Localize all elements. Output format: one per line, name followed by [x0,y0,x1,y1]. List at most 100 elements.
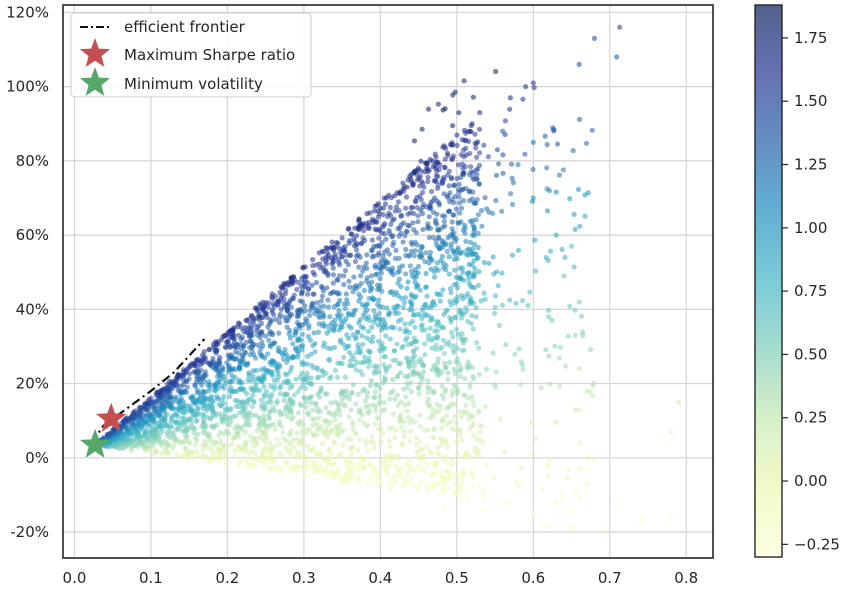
portfolio-point [380,304,386,310]
portfolio-point [305,291,311,297]
portfolio-point [471,402,477,409]
portfolio-point [359,333,365,339]
portfolio-point [335,406,341,412]
portfolio-point [110,443,116,449]
portfolio-point [321,314,327,320]
portfolio-point [492,384,499,391]
portfolio-point [358,324,364,330]
portfolio-point [475,450,481,456]
portfolio-point [369,433,375,440]
portfolio-point [564,475,570,481]
portfolio-point [449,392,455,398]
portfolio-point [290,414,296,420]
portfolio-point [242,441,248,447]
portfolio-point [277,408,283,414]
portfolio-point [192,412,198,418]
portfolio-point [276,419,283,425]
portfolio-point [392,473,398,479]
portfolio-point [449,475,455,481]
portfolio-point [481,496,487,502]
portfolio-point [247,410,253,416]
portfolio-point [402,233,408,239]
portfolio-point [577,466,583,472]
portfolio-point [442,482,448,489]
portfolio-point [194,376,200,382]
portfolio-point [470,94,476,100]
portfolio-point [164,429,170,435]
portfolio-point [331,304,337,310]
portfolio-point [302,264,308,270]
portfolio-point [326,304,332,310]
portfolio-point [302,308,308,314]
colorbar: −0.25 0.00 0.25 0.50 0.75 1.00 1.25 1.50 1.75 [754,4,840,558]
portfolio-point [464,452,470,458]
portfolio-point [201,402,207,408]
portfolio-point [129,447,135,453]
portfolio-point [364,211,370,217]
portfolio-point [360,221,366,227]
portfolio-point [531,451,537,457]
portfolio-point [496,322,502,329]
portfolio-point [257,301,263,307]
portfolio-point [234,430,240,437]
portfolio-point [198,367,204,373]
portfolio-point [364,389,370,395]
portfolio-point [482,296,488,302]
portfolio-point [225,339,231,345]
portfolio-point [293,326,299,333]
portfolio-point [387,363,393,369]
portfolio-point [301,280,307,286]
portfolio-point [577,116,583,122]
portfolio-point [412,419,418,425]
portfolio-point [460,269,466,275]
portfolio-point [206,458,212,464]
portfolio-point [372,408,379,414]
portfolio-point [337,412,343,418]
portfolio-point [350,289,356,295]
portfolio-point [278,295,284,301]
portfolio-point [247,321,253,327]
x-tick-label: 0.2 [215,569,239,587]
portfolio-point [316,415,322,421]
portfolio-point [404,355,410,361]
portfolio-point [568,525,575,531]
portfolio-point [453,326,460,332]
portfolio-point [281,300,287,306]
portfolio-point [468,455,474,461]
portfolio-point [455,285,461,291]
portfolio-point [147,416,153,422]
portfolio-point [222,413,228,420]
portfolio-point [278,424,284,430]
portfolio-point [518,464,525,471]
portfolio-point [244,317,250,323]
portfolio-point [337,339,343,345]
portfolio-point [460,494,466,500]
portfolio-point [446,359,453,365]
portfolio-point [298,283,304,289]
portfolio-point [439,392,445,398]
portfolio-point [423,160,429,166]
portfolio-point [392,208,398,214]
portfolio-point [375,297,381,303]
portfolio-point [335,400,341,406]
portfolio-point [253,381,259,388]
portfolio-point [243,339,249,345]
portfolio-point [417,412,423,418]
portfolio-point [254,428,260,434]
portfolio-point [553,189,559,195]
portfolio-point [542,133,548,139]
portfolio-point [287,312,293,319]
portfolio-point [305,457,311,463]
portfolio-point [386,210,392,216]
portfolio-point [358,273,364,279]
portfolio-point [458,414,464,420]
portfolio-point [438,473,444,479]
portfolio-point [418,158,424,164]
portfolio-point [567,196,573,202]
portfolio-point [377,316,383,323]
portfolio-point [409,307,415,313]
portfolio-point [385,260,391,266]
portfolio-point [340,442,346,448]
portfolio-point [382,406,388,412]
